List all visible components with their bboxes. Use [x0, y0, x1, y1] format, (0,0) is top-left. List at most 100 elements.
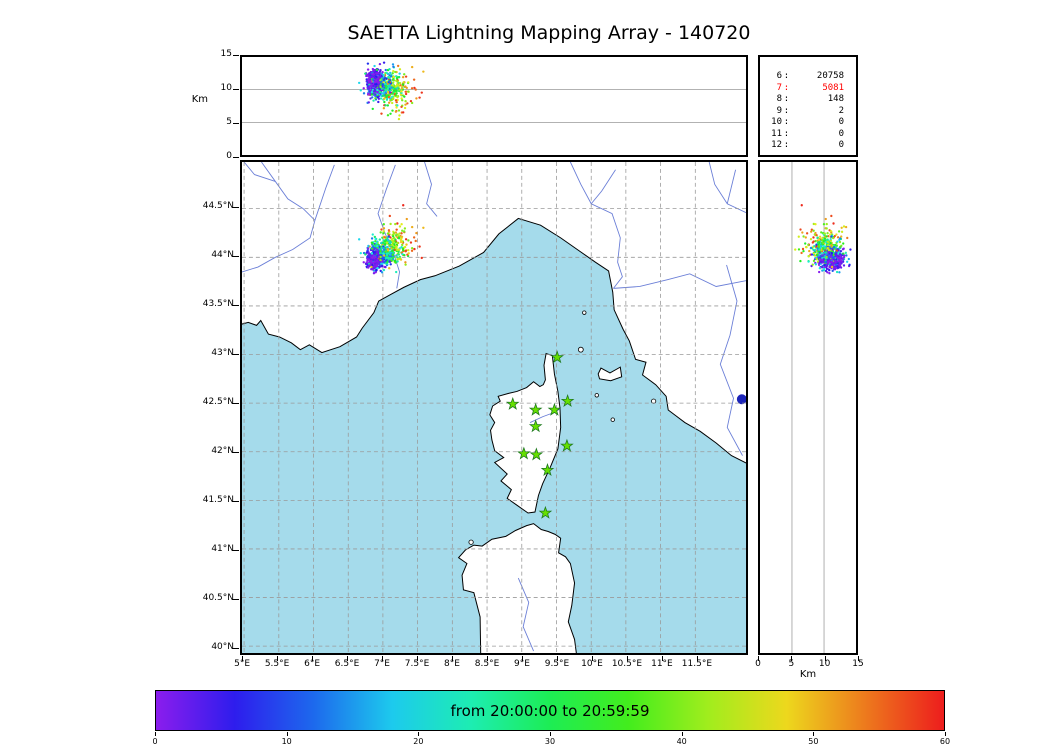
longitude-tick [382, 656, 384, 661]
map-panel [240, 160, 748, 655]
colorbar-tick [945, 732, 946, 736]
longitude-tick [626, 656, 628, 661]
colorbar-tick [550, 732, 551, 736]
station-star-icon [505, 396, 520, 410]
islet [468, 539, 474, 545]
altitude-longitude-panel [240, 55, 748, 157]
altitude-tick-label-right: 15 [852, 659, 864, 669]
longitude-tick-label: 11°E [651, 659, 673, 669]
longitude-tick-label: 5.5°E [264, 659, 290, 669]
colorbar-time-label: from 20:00:00 to 20:59:59 [450, 701, 650, 720]
colorbar-tick-label: 60 [939, 737, 951, 746]
latitude-tick [233, 354, 239, 356]
longitude-tick-label: 7.5°E [404, 659, 430, 669]
colorbar-tick [418, 732, 420, 736]
altitude-tick [233, 123, 239, 124]
river [708, 162, 746, 213]
colorbar-tick [681, 732, 683, 736]
station-star-icon [550, 350, 564, 364]
station-count-row: 8: 148 [760, 94, 856, 106]
latitude-tick [233, 599, 239, 601]
lightning-scatter [794, 204, 852, 275]
river [517, 577, 534, 652]
station-star-icon [517, 446, 531, 460]
colorbar-tick-label: 20 [413, 737, 424, 746]
longitude-tick [417, 656, 419, 661]
latitude-tick-label: 41°N [211, 544, 234, 555]
islet [594, 393, 599, 398]
longitude-tick [591, 656, 593, 661]
longitude-tick [347, 656, 349, 661]
longitude-tick-label: 9°E [514, 659, 530, 669]
station-count-value: 148 [827, 94, 844, 104]
source-count-panel: 6: 20758 7: 5081 8: 148 9: 2 10: 0 11: 0 12: 0 [758, 55, 858, 157]
plot-title: SAETTA Lightning Mapping Array - 140720 [347, 22, 751, 44]
station-star-icon [560, 393, 575, 408]
station-count-label: 6 [776, 71, 782, 81]
latitude-tick [233, 550, 239, 552]
river [569, 162, 623, 289]
longitude-tick [661, 656, 663, 661]
altitude-tick-label-right: 0 [755, 659, 761, 669]
altitude-tick-label-right: 5 [788, 659, 795, 669]
longitude-tick [487, 656, 488, 661]
land-shapes [242, 162, 746, 653]
lightning-scatter [357, 204, 425, 275]
station-count-row: 7: 5081 [760, 83, 856, 95]
altitude-longitude-scatter [242, 61, 746, 123]
station-count-value: 2 [838, 105, 844, 116]
altitude-axis-label-bottom: Km [799, 669, 817, 680]
longitude-tick [452, 656, 454, 661]
colorbar-tick-label: 10 [281, 737, 292, 746]
station-count-value: 0 [838, 128, 844, 139]
river [613, 273, 746, 289]
longitude-tick-label: 10°E [581, 659, 603, 669]
latitude-tick-label: 43°N [211, 348, 234, 359]
station-count-row: 12: 0 [760, 140, 856, 152]
altitude-tick [233, 157, 239, 158]
longitude-tick [521, 656, 523, 661]
station-count-label: : [783, 140, 790, 150]
river [424, 162, 438, 217]
station-count-value: 20758 [816, 71, 844, 81]
latitude-tick [233, 452, 239, 454]
station-star-icon [540, 463, 555, 477]
graticule [242, 162, 746, 653]
altitude-tick-right [858, 656, 859, 661]
colorbar-tick-label: 30 [544, 737, 556, 746]
latitude-tick [233, 501, 239, 503]
latitude-tick [233, 256, 239, 258]
station-count-row: 6: 20758 [760, 71, 856, 83]
latitude-tick [233, 648, 239, 650]
station-count-label: 8 [776, 94, 782, 104]
station-star-icon [528, 419, 543, 433]
altitude-axis-label: Km [191, 94, 208, 105]
longitude-tick-label: 11.5°E [681, 659, 713, 669]
station-count-value: 0 [838, 117, 844, 127]
river [377, 164, 401, 289]
map-canvas [242, 162, 746, 653]
altitude-latitude-scatter [791, 162, 852, 653]
colorbar-tick [286, 732, 288, 736]
altitude-tick-right [758, 656, 759, 661]
altitude-tick [233, 89, 239, 90]
islet [582, 310, 587, 315]
latitude-tick-label: 43.5°N [202, 299, 234, 310]
station-count-label: : [783, 117, 790, 127]
longitude-tick-label: 8°E [444, 659, 460, 669]
colorbar-tick-label: 0 [152, 737, 158, 746]
station-count-row: 11: 0 [760, 129, 856, 141]
longitude-tick [312, 656, 314, 661]
station-count-label: 9 [776, 105, 782, 116]
lake [736, 394, 746, 405]
altitude-tick-label: 15 [220, 49, 232, 59]
station-count-label: 10 [771, 117, 782, 127]
islet [651, 398, 657, 404]
station-count-label: : [783, 71, 790, 81]
latitude-tick-label: 40.5°N [202, 593, 234, 604]
longitude-tick-label: 10.5°E [611, 659, 643, 669]
longitude-tick-label: 9.5°E [544, 659, 570, 669]
river [726, 169, 737, 204]
altitude-tick-label-right: 10 [818, 659, 831, 669]
coastline-sardinia [457, 523, 577, 653]
